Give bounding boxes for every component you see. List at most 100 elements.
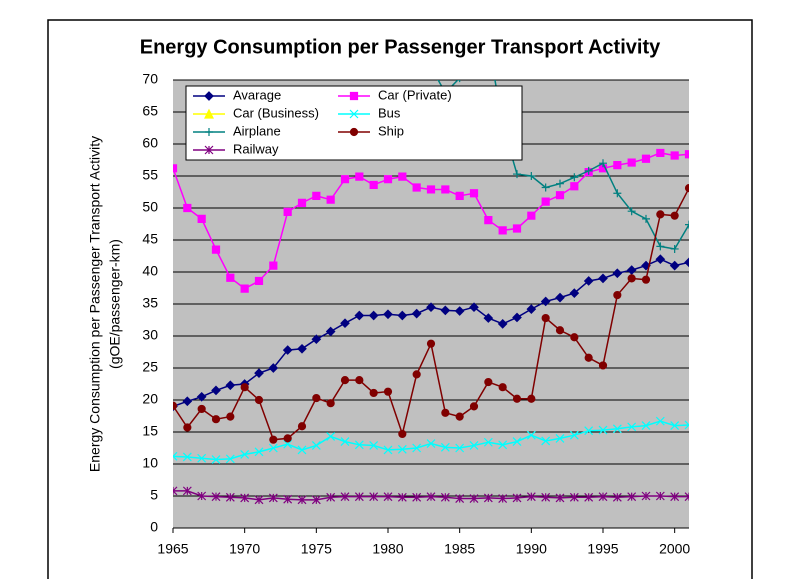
- marker: [569, 288, 580, 298]
- marker: [627, 422, 637, 432]
- y-tick-label: 50: [142, 199, 158, 215]
- marker: [426, 339, 436, 348]
- marker: [469, 494, 479, 503]
- marker: [182, 486, 192, 496]
- marker: [684, 150, 689, 159]
- marker: [469, 441, 479, 450]
- marker: [240, 284, 249, 293]
- marker: [512, 394, 522, 403]
- marker: [197, 214, 206, 223]
- marker: [541, 197, 550, 206]
- marker: [412, 183, 421, 192]
- marker: [268, 443, 278, 453]
- marker: [655, 416, 665, 426]
- marker: [211, 245, 221, 254]
- y-tick-label: 5: [150, 487, 158, 503]
- marker: [426, 492, 436, 502]
- marker: [297, 198, 307, 207]
- marker: [555, 292, 565, 303]
- marker: [541, 436, 551, 446]
- x-tick-label: 1970: [229, 541, 260, 557]
- legend-label: Car (Business): [233, 105, 319, 120]
- legend-label: Bus: [378, 105, 401, 120]
- marker: [340, 492, 350, 502]
- x-tick-label: 1995: [587, 541, 618, 557]
- marker: [570, 173, 579, 182]
- marker: [641, 421, 651, 431]
- marker: [570, 333, 579, 342]
- marker: [412, 443, 422, 453]
- marker: [684, 492, 689, 502]
- marker: [540, 296, 551, 307]
- marker: [483, 437, 493, 447]
- marker: [459, 80, 461, 83]
- marker: [225, 380, 236, 391]
- marker: [469, 302, 479, 313]
- marker: [455, 443, 465, 453]
- marker: [641, 154, 651, 163]
- marker: [312, 393, 321, 403]
- marker: [569, 430, 579, 440]
- legend-label: Airplane: [233, 123, 281, 138]
- marker: [326, 195, 335, 204]
- y-axis-title: Energy Consumption per Passenger Transpo…: [87, 136, 103, 472]
- marker: [641, 275, 651, 284]
- marker: [204, 145, 214, 155]
- marker: [641, 491, 651, 501]
- marker: [398, 172, 407, 181]
- marker: [684, 184, 689, 193]
- marker: [398, 429, 407, 439]
- marker: [197, 453, 207, 463]
- marker: [173, 401, 178, 410]
- marker: [598, 273, 608, 284]
- marker: [397, 444, 407, 454]
- y-tick-label: 15: [142, 423, 158, 439]
- marker: [454, 306, 465, 316]
- marker: [282, 345, 293, 355]
- marker: [349, 109, 359, 119]
- marker: [512, 437, 522, 447]
- marker: [254, 395, 264, 405]
- marker: [570, 182, 579, 191]
- marker: [340, 175, 350, 184]
- marker: [283, 434, 292, 443]
- marker: [527, 394, 536, 403]
- marker: [197, 404, 206, 414]
- marker: [297, 445, 307, 455]
- marker: [196, 391, 207, 402]
- y-tick-label: 45: [142, 231, 158, 247]
- y-tick-label: 0: [150, 519, 158, 535]
- legend-label: Avarage: [233, 87, 281, 102]
- y-tick-label: 25: [142, 359, 158, 375]
- marker: [555, 191, 565, 200]
- marker: [670, 211, 679, 220]
- marker: [268, 363, 279, 373]
- marker: [455, 412, 464, 421]
- marker: [240, 493, 250, 503]
- y-tick-label: 30: [142, 327, 158, 343]
- marker: [527, 211, 536, 220]
- marker: [685, 220, 689, 229]
- marker: [354, 440, 364, 450]
- marker: [354, 492, 364, 502]
- marker: [513, 170, 521, 179]
- marker: [584, 166, 593, 175]
- y-tick-label: 55: [142, 167, 158, 183]
- marker: [297, 343, 307, 354]
- marker: [311, 441, 321, 450]
- marker: [211, 415, 221, 424]
- marker: [642, 214, 650, 223]
- marker: [355, 172, 364, 181]
- x-tick-label: 1990: [516, 541, 547, 557]
- marker: [440, 492, 450, 502]
- marker: [498, 226, 507, 235]
- marker: [211, 492, 221, 502]
- marker: [583, 276, 594, 286]
- marker: [512, 312, 522, 323]
- marker: [613, 189, 622, 198]
- marker: [173, 164, 178, 173]
- marker: [555, 433, 565, 443]
- legend-label: Ship: [378, 123, 404, 138]
- marker: [627, 207, 636, 216]
- y-tick-label: 60: [142, 135, 158, 151]
